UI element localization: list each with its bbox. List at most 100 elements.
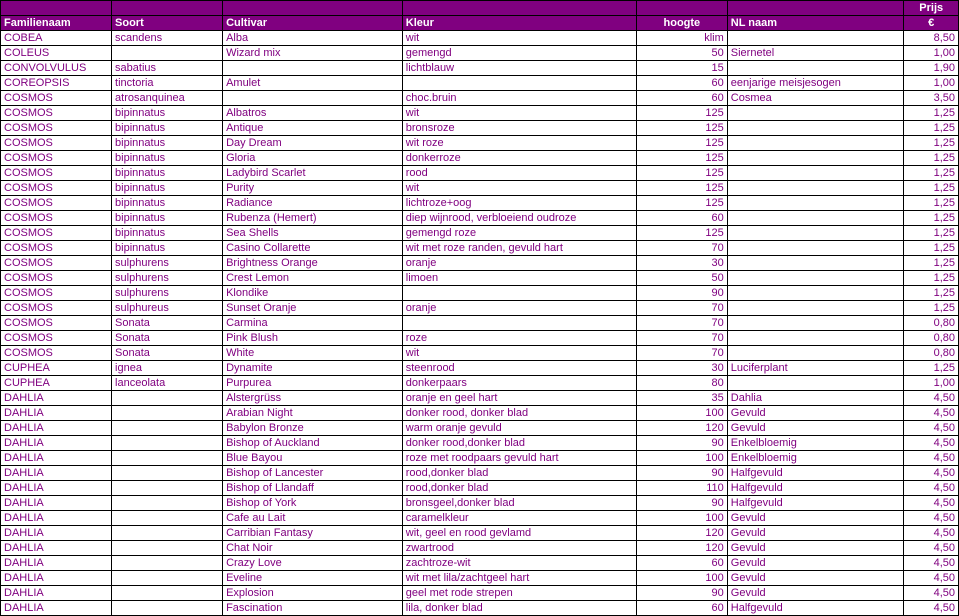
table-cell: bipinnatus	[112, 106, 223, 121]
table-cell: 4,50	[904, 586, 959, 601]
table-cell: DAHLIA	[1, 481, 112, 496]
table-cell: COSMOS	[1, 121, 112, 136]
table-cell: 70	[636, 331, 727, 346]
table-cell: Gevuld	[727, 526, 904, 541]
table-cell: DAHLIA	[1, 496, 112, 511]
table-row: DAHLIABishop of Yorkbronsgeel,donker bla…	[1, 496, 959, 511]
table-cell: 4,50	[904, 481, 959, 496]
table-cell	[727, 316, 904, 331]
table-cell: 80	[636, 376, 727, 391]
table-row: COSMOSbipinnatusPuritywit1251,25	[1, 181, 959, 196]
table-cell: atrosanquinea	[112, 91, 223, 106]
table-cell: 50	[636, 46, 727, 61]
table-cell	[112, 571, 223, 586]
table-cell: 1,25	[904, 106, 959, 121]
table-cell: 125	[636, 121, 727, 136]
table-cell	[727, 286, 904, 301]
table-cell: 60	[636, 91, 727, 106]
table-cell: COSMOS	[1, 91, 112, 106]
table-cell: 90	[636, 466, 727, 481]
table-row: DAHLIABishop of Llandaffrood,donker blad…	[1, 481, 959, 496]
table-cell	[112, 406, 223, 421]
table-cell: Ladybird Scarlet	[223, 166, 403, 181]
table-cell: bipinnatus	[112, 196, 223, 211]
table-cell	[727, 166, 904, 181]
table-cell: Carmina	[223, 316, 403, 331]
table-cell: roze met roodpaars gevuld hart	[402, 451, 636, 466]
table-cell: Bishop of York	[223, 496, 403, 511]
table-cell: Sonata	[112, 316, 223, 331]
table-cell: Crazy Love	[223, 556, 403, 571]
header-empty	[636, 1, 727, 16]
table-cell	[727, 151, 904, 166]
table-cell: DAHLIA	[1, 571, 112, 586]
table-cell: COSMOS	[1, 151, 112, 166]
table-cell: 1,25	[904, 241, 959, 256]
table-cell: wit met lila/zachtgeel hart	[402, 571, 636, 586]
table-cell: zwartrood	[402, 541, 636, 556]
table-cell: 125	[636, 196, 727, 211]
table-cell: CUPHEA	[1, 361, 112, 376]
header-empty	[223, 1, 403, 16]
table-cell: donkerpaars	[402, 376, 636, 391]
table-cell	[727, 31, 904, 46]
table-cell: DAHLIA	[1, 586, 112, 601]
table-cell: Carribian Fantasy	[223, 526, 403, 541]
table-cell: Sonata	[112, 346, 223, 361]
table-cell: Alba	[223, 31, 403, 46]
table-cell: 1,25	[904, 286, 959, 301]
table-cell: DAHLIA	[1, 601, 112, 616]
table-cell: klim	[636, 31, 727, 46]
table-cell: 1,25	[904, 211, 959, 226]
table-cell: 1,00	[904, 376, 959, 391]
table-row: COSMOSSonataPink Blushroze700,80	[1, 331, 959, 346]
table-cell: wit met roze randen, gevuld hart	[402, 241, 636, 256]
table-cell: sulphurens	[112, 271, 223, 286]
table-cell: Siernetel	[727, 46, 904, 61]
table-cell: Amulet	[223, 76, 403, 91]
table-cell: COBEA	[1, 31, 112, 46]
table-row: COSMOSbipinnatusRadiancelichtroze+oog125…	[1, 196, 959, 211]
header-prijs-top: Prijs	[904, 1, 959, 16]
table-cell: Cafe au Lait	[223, 511, 403, 526]
table-cell: DAHLIA	[1, 541, 112, 556]
table-cell: sulphurens	[112, 256, 223, 271]
table-row: COSMOSbipinnatusAlbatroswit1251,25	[1, 106, 959, 121]
table-cell: COSMOS	[1, 181, 112, 196]
table-cell: 0,80	[904, 346, 959, 361]
table-cell: 60	[636, 601, 727, 616]
table-cell: Purpurea	[223, 376, 403, 391]
table-row: COSMOSSonataCarmina700,80	[1, 316, 959, 331]
table-cell	[112, 421, 223, 436]
table-cell: 90	[636, 436, 727, 451]
table-cell: COSMOS	[1, 211, 112, 226]
table-cell: bronsroze	[402, 121, 636, 136]
table-cell: 4,50	[904, 511, 959, 526]
table-cell: 4,50	[904, 436, 959, 451]
table-row: DAHLIAAlstergrüssoranje en geel hart35Da…	[1, 391, 959, 406]
table-cell: DAHLIA	[1, 466, 112, 481]
table-cell: DAHLIA	[1, 526, 112, 541]
table-row: COSMOSsulphureusSunset Oranjeoranje701,2…	[1, 301, 959, 316]
table-cell: 90	[636, 586, 727, 601]
table-cell: wit	[402, 181, 636, 196]
plant-price-table: Prijs Familienaam Soort Cultivar Kleur h…	[0, 0, 959, 616]
table-cell: Blue Bayou	[223, 451, 403, 466]
table-cell: Gevuld	[727, 586, 904, 601]
table-cell: 1,25	[904, 136, 959, 151]
table-cell: 1,25	[904, 166, 959, 181]
table-row: COSMOSsulphurensBrightness Orangeoranje3…	[1, 256, 959, 271]
table-cell: scandens	[112, 31, 223, 46]
table-cell: donker rood, donker blad	[402, 406, 636, 421]
table-cell: 125	[636, 106, 727, 121]
table-cell: DAHLIA	[1, 421, 112, 436]
table-cell: COREOPSIS	[1, 76, 112, 91]
table-cell: 120	[636, 421, 727, 436]
table-row: COREOPSIStinctoriaAmulet60eenjarige meis…	[1, 76, 959, 91]
table-cell: 1,25	[904, 226, 959, 241]
table-cell: roze	[402, 331, 636, 346]
table-cell: 1,00	[904, 76, 959, 91]
table-cell: lichtblauw	[402, 61, 636, 76]
table-cell	[223, 61, 403, 76]
table-cell: 1,00	[904, 46, 959, 61]
